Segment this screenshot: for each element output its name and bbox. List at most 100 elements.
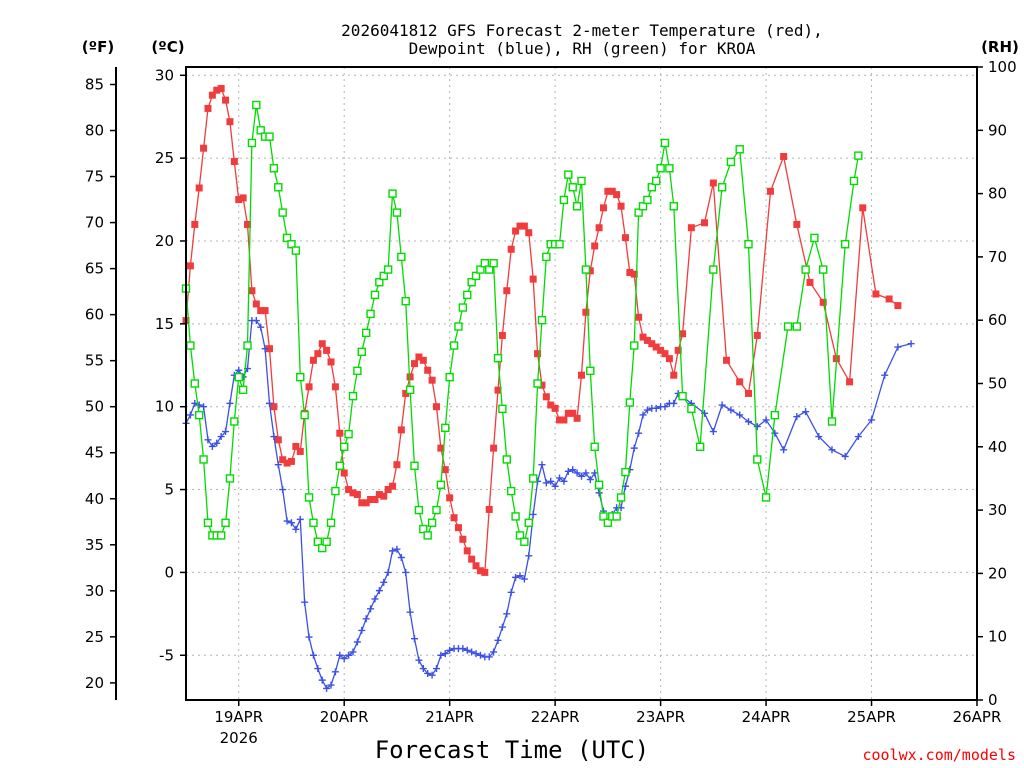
series-2-meter-temperature bbox=[182, 85, 902, 576]
2-meter-temperature-point bbox=[459, 535, 467, 543]
2-meter-temperature-point bbox=[239, 194, 247, 202]
2-meter-temperature-point bbox=[327, 358, 335, 366]
dewpoint-point bbox=[270, 433, 278, 441]
rh-point bbox=[313, 537, 323, 546]
2-meter-temperature-point bbox=[582, 308, 590, 316]
2-meter-temperature-point bbox=[265, 345, 273, 353]
rh-point bbox=[392, 208, 402, 217]
2-meter-temperature-point bbox=[498, 331, 506, 339]
2-meter-temperature-point bbox=[397, 426, 405, 434]
2-meter-temperature-point bbox=[753, 331, 761, 339]
dewpoint-point bbox=[802, 408, 810, 416]
2-meter-temperature-point bbox=[424, 366, 432, 374]
celsius-tick-label: 30 bbox=[155, 66, 174, 84]
dewpoint-point bbox=[881, 371, 889, 379]
2-meter-temperature-point bbox=[204, 104, 212, 112]
rh-tick-label: 50 bbox=[988, 375, 1007, 393]
rh-point bbox=[322, 537, 331, 546]
x-tick-label: 24APR bbox=[742, 708, 791, 726]
dewpoint-point bbox=[476, 651, 484, 659]
rh-point bbox=[243, 341, 252, 350]
2-meter-temperature-point bbox=[591, 242, 599, 250]
2-meter-temperature-point bbox=[507, 245, 515, 253]
rh-point bbox=[256, 126, 265, 135]
dewpoint-point bbox=[402, 568, 410, 576]
2-meter-temperature-point bbox=[617, 202, 625, 210]
rh-point bbox=[801, 265, 810, 274]
2-meter-temperature-point bbox=[512, 227, 520, 235]
dewpoint-point bbox=[446, 646, 454, 654]
rh-point bbox=[735, 145, 744, 154]
2-meter-temperature-point bbox=[349, 489, 357, 497]
dewpoint-point bbox=[428, 671, 436, 679]
rh-tick-label: 10 bbox=[988, 628, 1007, 646]
2-meter-temperature-point bbox=[547, 401, 555, 409]
2-meter-temperature-point bbox=[542, 393, 550, 401]
2-meter-temperature-point bbox=[257, 307, 265, 315]
dewpoint-point bbox=[305, 633, 313, 641]
2-meter-temperature-point bbox=[261, 307, 269, 315]
dewpoint-point bbox=[208, 442, 216, 450]
dewpoint-point bbox=[265, 399, 273, 407]
2-meter-temperature-point bbox=[586, 267, 594, 275]
2-meter-temperature-point bbox=[490, 444, 498, 452]
rh-point bbox=[269, 164, 279, 173]
dewpoint-point bbox=[498, 623, 506, 631]
2-meter-temperature-point bbox=[679, 330, 687, 338]
rh-point bbox=[379, 271, 388, 281]
dewpoint-point bbox=[336, 651, 344, 659]
dewpoint-point bbox=[551, 482, 559, 490]
2-meter-temperature-point bbox=[556, 416, 564, 424]
rh-point bbox=[827, 417, 837, 426]
rh-point bbox=[537, 316, 547, 325]
2-meter-temperature-point bbox=[736, 378, 744, 386]
rh-point bbox=[695, 442, 705, 451]
dewpoint-point bbox=[283, 517, 291, 525]
2-meter-temperature-point bbox=[270, 403, 278, 411]
rh-point bbox=[203, 518, 213, 527]
2-meter-temperature-point bbox=[468, 555, 476, 563]
fahrenheit-tick-label: 25 bbox=[85, 628, 104, 646]
rh-point bbox=[647, 183, 657, 192]
dewpoint-point bbox=[309, 651, 317, 659]
rh-point bbox=[432, 505, 441, 515]
rh-point bbox=[300, 410, 309, 420]
dewpoint-point bbox=[358, 626, 366, 634]
rh-point bbox=[603, 518, 613, 527]
rh-point bbox=[555, 240, 564, 249]
fahrenheit-tick-label: 65 bbox=[85, 260, 104, 278]
rh-point bbox=[274, 183, 283, 192]
rh-point bbox=[331, 486, 340, 496]
2-meter-temperature-point bbox=[371, 495, 379, 503]
2-meter-temperature-point bbox=[643, 336, 651, 344]
dewpoint-point bbox=[630, 444, 638, 452]
2-meter-temperature-point bbox=[551, 404, 559, 412]
dewpoint-point bbox=[353, 638, 361, 646]
rh-point bbox=[405, 385, 415, 395]
dewpoint-point bbox=[296, 515, 304, 523]
2-meter-temperature-point bbox=[419, 356, 427, 364]
rh-point bbox=[186, 341, 195, 350]
2-meter-temperature-point bbox=[450, 514, 458, 522]
celsius-unit-label: (ºC) bbox=[151, 38, 184, 56]
rh-point bbox=[638, 202, 648, 211]
rh-point bbox=[528, 474, 538, 483]
2-meter-temperature-point bbox=[222, 96, 230, 104]
dewpoint-point bbox=[516, 572, 524, 580]
rh-point bbox=[818, 265, 828, 274]
dewpoint-point bbox=[441, 650, 449, 658]
rh-tick-label: 80 bbox=[988, 185, 1007, 203]
rh-point bbox=[625, 398, 635, 407]
2-meter-temperature-point bbox=[894, 302, 902, 310]
2-meter-temperature-point bbox=[604, 187, 612, 195]
rh-point bbox=[594, 480, 604, 489]
rh-point bbox=[194, 410, 204, 420]
dewpoint-point bbox=[274, 461, 282, 469]
rh-point bbox=[502, 455, 511, 464]
rh-point bbox=[436, 480, 446, 489]
chart-title-line-1: 2026041812 GFS Forecast 2-meter Temperat… bbox=[341, 21, 823, 40]
dewpoint-point bbox=[419, 665, 427, 673]
fahrenheit-tick-label: 55 bbox=[85, 352, 104, 370]
2-meter-temperature-point bbox=[648, 340, 656, 348]
2-meter-temperature-point bbox=[309, 356, 317, 364]
